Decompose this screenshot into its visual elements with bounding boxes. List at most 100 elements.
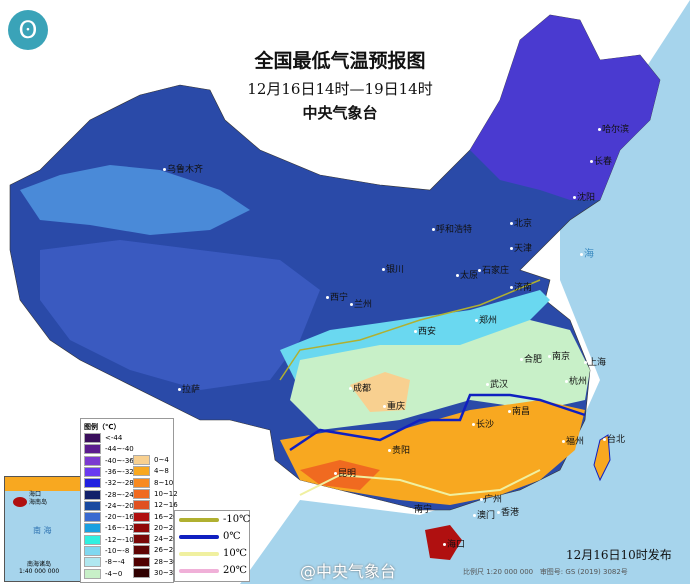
legend-item: 28~30 [133,556,178,567]
city-label: 香港 [497,505,519,518]
city-label: 乌鲁木齐 [163,162,203,175]
legend-swatch [84,478,101,489]
legend-swatch [84,433,101,443]
legend-item: 0~4 [133,455,169,465]
isotherm-line-swatch [179,534,219,539]
city-label: 郑州 [475,313,497,326]
legend-label: -28~-24 [105,490,134,499]
legend-swatch [133,568,150,578]
legend-item: 26~28 [133,545,178,556]
legend-label: -12~-10 [105,535,134,544]
legend-label: -44~-40 [105,445,134,454]
city-label: 成都 [349,381,371,394]
legend-label: 4~8 [154,467,169,476]
inset-scale: 1:40 000 000 [19,568,60,575]
legend-label: 0~4 [154,456,169,464]
legend-item: -10~-8 [84,546,129,556]
city-label: 南京 [548,349,570,362]
cma-logo-icon: ʘ [8,10,48,50]
northeast-very-cold [470,15,660,200]
legend-item: 20~24 [133,522,178,533]
city-label: 西安 [414,324,436,337]
south-china-sea-inset: 海口 海南岛 南 海 南海诸岛 1:40 000 000 [4,476,81,582]
legend-item: -12~-10 [84,534,134,545]
legend-label: -36~-32 [105,467,134,476]
isotherm-legend-item: -10℃ [179,514,250,525]
legend-label: 12~16 [154,501,178,510]
city-label: 拉萨 [178,382,200,395]
legend-item: 30~32 [133,568,178,578]
isotherm-label: 0℃ [223,531,241,542]
legend-label: -8~-4 [105,558,125,567]
legend-swatch [133,511,150,522]
legend-label: 20~24 [154,523,178,532]
legend-swatch [133,522,150,533]
scale-and-map-number: 比例尺 1:20 000 000 审图号: GS (2019) 3082号 [463,567,628,577]
legend: 图例（℃） <-44 -44~-40 -40~-36 -36~-32 -32~-28 -2… [80,418,178,583]
legend-swatch [133,455,150,465]
isotherm-legend-item: 10℃ [179,548,247,559]
isotherm-legend-item: 0℃ [179,531,241,542]
issue-time: 12月16日10时发布 [566,548,672,562]
city-label: 合肥 [520,352,542,365]
isotherm-minus10 [279,279,541,381]
legend-swatch [84,466,101,477]
xinjiang-mild [20,165,250,235]
legend-label: 10~12 [154,489,178,498]
legend-swatch [133,466,150,477]
legend-swatch [84,557,101,568]
city-label: 上海 [584,355,606,368]
legend-label: -20~-16 [105,513,134,522]
map-number: 审图号: GS (2019) 3082号 [539,568,628,576]
isotherm-label: 20℃ [223,565,247,576]
city-label: 杭州 [565,374,587,387]
city-label: 兰州 [350,297,372,310]
legend-swatch [133,545,150,556]
sea-label: 海 [580,245,594,260]
legend-item: 4~8 [133,466,169,477]
isotherm-legend: -10℃ 0℃ 10℃ 20℃ [174,510,250,582]
legend-item: -36~-32 [84,466,134,477]
city-label: 北京 [510,216,532,229]
legend-item: 12~16 [133,500,178,511]
legend-swatch [84,568,101,579]
legend-label: 24~26 [154,535,178,544]
city-label: 台北 [603,432,625,445]
legend-item: 16~20 [133,511,178,522]
city-label: 南宁 [410,502,432,515]
city-label: 石家庄 [478,263,509,276]
legend-swatch [84,444,101,455]
issuer: 中央气象台 [302,104,378,122]
city-label: 天津 [510,241,532,254]
legend-label: 26~28 [154,546,178,555]
legend-item: -24~-20 [84,500,134,511]
isotherm-line-swatch [179,568,219,573]
legend-item: 24~26 [133,534,178,545]
city-label: 澳门 [473,508,495,521]
isotherm-line-swatch [179,551,219,556]
legend-swatch [133,534,150,545]
legend-item: -40~-36 [84,455,134,466]
legend-swatch [84,523,101,534]
city-label: 太原 [456,268,478,281]
city-label: 海口 [443,537,465,550]
legend-item: -8~-4 [84,557,125,568]
city-label: 长沙 [472,417,494,430]
legend-item: <-44 [84,433,122,443]
legend-swatch [84,489,101,500]
forecast-period: 12月16日14时—19日14时 [247,80,433,98]
legend-swatch [84,534,101,545]
legend-item: -4~0 [84,568,122,579]
city-label: 哈尔滨 [598,122,629,135]
legend-label: -16~-12 [105,524,134,533]
legend-label: -10~-8 [105,547,130,555]
legend-title: 图例（℃） [84,423,121,431]
legend-label: -24~-20 [105,501,134,510]
isotherm-0 [289,393,586,452]
city-label: 重庆 [383,399,405,412]
legend-item: -32~-28 [84,478,134,489]
legend-swatch [133,500,150,511]
city-label: 南昌 [508,404,530,417]
legend-swatch [133,488,150,499]
legend-swatch [84,512,101,523]
